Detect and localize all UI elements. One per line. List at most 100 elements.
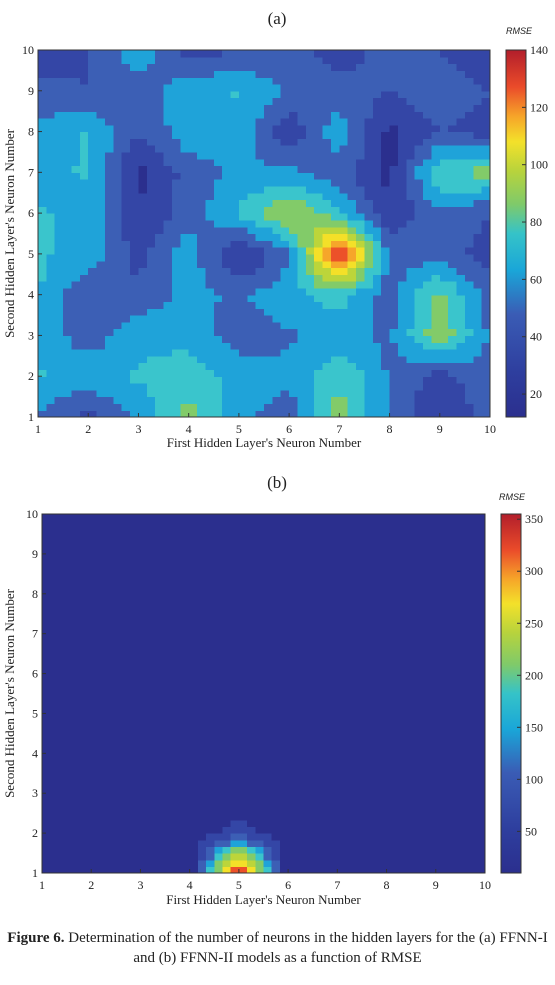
heatmap-cell xyxy=(411,706,420,715)
heatmap-cell xyxy=(38,124,47,133)
heatmap-cell xyxy=(79,308,89,316)
heatmap-cell xyxy=(230,673,240,681)
heatmap-cell xyxy=(205,199,215,207)
heatmap-cell xyxy=(322,131,332,139)
heatmap-cell xyxy=(372,63,382,71)
heatmap-cell xyxy=(394,680,404,688)
heatmap-cell xyxy=(370,813,379,821)
heatmap-cell xyxy=(173,633,183,641)
heatmap-cell xyxy=(264,151,273,160)
heatmap-cell xyxy=(121,185,131,194)
heatmap-cell xyxy=(247,720,256,728)
heatmap-cell xyxy=(414,349,424,357)
heatmap-cell xyxy=(448,403,458,411)
heatmap-cell xyxy=(448,213,458,221)
heatmap-cell xyxy=(456,213,466,221)
heatmap-cell xyxy=(314,301,324,309)
heatmap-cell xyxy=(247,740,256,748)
heatmap-cell xyxy=(46,165,56,173)
heatmap-cell xyxy=(238,646,248,655)
heatmap-cell xyxy=(386,766,396,774)
heatmap-cell xyxy=(124,740,133,748)
heatmap-cell xyxy=(104,281,114,289)
heatmap-cell xyxy=(38,247,47,255)
heatmap-cell xyxy=(247,706,256,715)
heatmap-cell xyxy=(456,97,466,105)
heatmap-cell xyxy=(91,713,101,721)
heatmap-cell xyxy=(361,786,371,794)
heatmap-cell xyxy=(197,859,207,867)
heatmap-cell xyxy=(481,56,491,65)
heatmap-cell xyxy=(353,733,363,741)
heatmap-cell xyxy=(305,185,315,194)
heatmap-cell xyxy=(439,111,449,119)
heatmap-cell xyxy=(130,97,140,105)
heatmap-cell xyxy=(148,799,158,808)
heatmap-cell xyxy=(181,833,191,841)
heatmap-cell xyxy=(312,806,322,814)
heatmap-cell xyxy=(107,680,117,688)
heatmap-cell xyxy=(74,713,84,721)
heatmap-cell xyxy=(297,63,307,71)
heatmap-cell xyxy=(104,63,114,71)
heatmap-cell xyxy=(329,666,338,675)
heatmap-cell xyxy=(372,185,382,194)
heatmap-cell xyxy=(370,819,379,828)
x-tick-label: 5 xyxy=(236,422,242,436)
heatmap-cell xyxy=(330,287,340,296)
heatmap-cell xyxy=(146,240,156,248)
heatmap-cell xyxy=(148,819,158,828)
heatmap-cell xyxy=(312,846,322,854)
heatmap-cell xyxy=(155,117,165,126)
heatmap-cell xyxy=(464,206,474,214)
heatmap-cell xyxy=(71,90,81,99)
heatmap-cell xyxy=(402,859,412,867)
heatmap-cell xyxy=(356,349,366,357)
heatmap-cell xyxy=(386,786,396,794)
heatmap-cell xyxy=(58,853,68,861)
heatmap-cell xyxy=(427,766,437,774)
heatmap-cell xyxy=(214,640,224,648)
heatmap-cell xyxy=(305,50,315,58)
heatmap-cell xyxy=(113,403,123,411)
heatmap-cell xyxy=(435,713,445,721)
heatmap-cell xyxy=(322,389,332,398)
heatmap-cell xyxy=(88,70,98,78)
heatmap-cell xyxy=(271,673,281,681)
heatmap-cell xyxy=(171,104,181,112)
heatmap-cell xyxy=(389,335,399,343)
heatmap-cell xyxy=(247,726,256,734)
heatmap-cell xyxy=(435,653,445,661)
heatmap-cell xyxy=(213,315,223,323)
heatmap-cell xyxy=(222,793,232,801)
heatmap-cell xyxy=(66,660,76,668)
heatmap-cell xyxy=(189,713,199,721)
heatmap-cell xyxy=(423,145,433,153)
heatmap-cell xyxy=(255,97,265,105)
heatmap-cell xyxy=(124,646,133,655)
heatmap-cell xyxy=(107,779,117,788)
heatmap-cell xyxy=(46,56,56,65)
heatmap-cell xyxy=(423,376,433,384)
heatmap-cell xyxy=(163,362,173,371)
heatmap-cell xyxy=(337,826,347,834)
heatmap-cell xyxy=(381,389,391,398)
heatmap-cell xyxy=(238,342,248,350)
heatmap-cell xyxy=(79,342,89,350)
heatmap-cell xyxy=(460,799,470,808)
heatmap-cell xyxy=(402,819,412,828)
heatmap-cell xyxy=(38,281,47,289)
heatmap-cell xyxy=(476,766,486,774)
heatmap-cell xyxy=(370,646,379,655)
heatmap-cell xyxy=(121,192,131,201)
heatmap-cell xyxy=(460,853,470,861)
heatmap-cell xyxy=(476,646,486,655)
heatmap-cell xyxy=(448,226,458,235)
heatmap-cell xyxy=(88,90,98,99)
heatmap-cell xyxy=(431,179,441,187)
heatmap-cell xyxy=(46,287,56,296)
heatmap-cell xyxy=(353,653,363,661)
heatmap-cell xyxy=(414,260,424,269)
heatmap-cell xyxy=(171,124,181,133)
